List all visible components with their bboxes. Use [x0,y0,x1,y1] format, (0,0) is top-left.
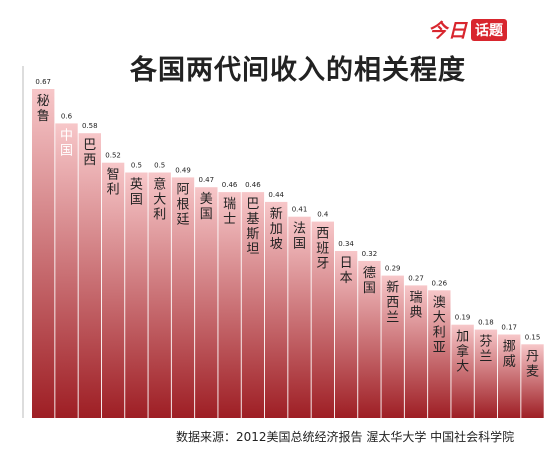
bar-11 [288,216,311,418]
value-label-11: 0.41 [292,206,308,214]
category-label-15: 新西兰 [386,280,399,326]
value-label-20: 0.17 [501,324,517,332]
value-label-5: 0.5 [154,162,165,170]
brand-logo: 今日 话题 [428,16,508,43]
category-label-14: 德国 [363,266,376,296]
category-label-11: 法国 [293,222,306,252]
category-label-1: 中国 [60,128,73,158]
category-label-0: 秘鲁 [37,94,50,124]
bar-3 [101,162,125,418]
value-labels-group: 0.67 0.6 0.58 0.52 0.5 0.5 0.49 0.47 0.46 0.46 0.4… [35,78,540,341]
category-label-17: 澳大利亚 [433,294,446,355]
value-label-18: 0.19 [455,314,471,322]
bar-20 [498,334,521,418]
value-label-2: 0.58 [82,122,98,130]
category-label-16: 瑞典 [409,290,422,320]
value-label-13: 0.34 [338,240,354,248]
category-label-2: 巴西 [83,138,96,168]
value-label-4: 0.5 [131,162,142,170]
category-label-5: 意大利 [153,177,166,223]
brand-name: 今日 [428,20,469,42]
bar-16 [404,285,428,418]
category-label-13: 日本 [340,256,353,286]
bars-group [32,89,544,419]
bar-12 [311,221,334,418]
bar-19 [474,329,498,418]
bar-1 [55,123,78,419]
brand-tag: 话题 [471,18,508,41]
data-source-note: 数据来源：2012美国总统经济报告 渥太华大学 中国社会科学院 [176,430,515,444]
category-label-19: 芬兰 [479,335,492,365]
category-label-10: 新加坡 [270,206,283,252]
value-label-3: 0.52 [105,152,121,160]
category-label-3: 智利 [107,168,120,198]
value-label-21: 0.15 [525,333,541,341]
value-label-6: 0.49 [175,166,191,174]
value-label-7: 0.47 [199,176,215,184]
value-label-8: 0.46 [222,181,238,189]
bar-21 [521,344,544,418]
bar-10 [265,201,288,418]
bar-13 [334,251,358,418]
value-label-9: 0.46 [245,181,261,189]
bar-14 [358,260,381,418]
bar-4 [125,172,148,418]
category-label-12: 西班牙 [316,227,329,272]
category-label-21: 丹麦 [526,349,539,379]
bar-0 [32,89,55,418]
value-label-15: 0.29 [385,265,401,273]
bar-7 [195,187,218,418]
value-label-0: 0.67 [35,78,51,86]
bar-8 [218,192,241,418]
bar-17 [428,290,451,418]
bar-6 [171,177,195,418]
value-label-12: 0.4 [317,211,329,219]
category-label-7: 美国 [200,192,213,222]
bar-5 [148,172,171,418]
value-label-17: 0.26 [432,279,448,287]
bar-15 [381,275,404,418]
bar-2 [78,133,101,418]
value-label-16: 0.27 [408,274,424,282]
value-label-14: 0.32 [362,250,378,258]
value-label-10: 0.44 [268,191,284,199]
bar-18 [451,324,474,418]
category-label-18: 加拿大 [456,330,469,375]
category-label-6: 阿根廷 [176,182,189,227]
category-label-20: 挪威 [503,340,516,370]
category-label-4: 英国 [130,178,143,208]
category-label-9: 巴基斯坦 [246,197,259,257]
page-title: 各国两代间收入的相关程度 [130,55,466,86]
category-label-8: 瑞士 [223,197,236,227]
value-label-19: 0.18 [478,319,494,327]
bar-9 [241,192,265,418]
value-label-1: 0.6 [61,112,73,120]
